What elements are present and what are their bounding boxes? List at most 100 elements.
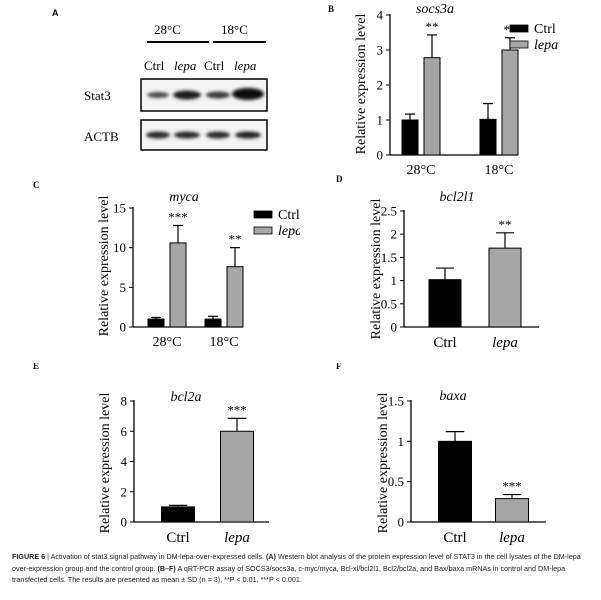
y-axis-label: Relative expression level: [354, 14, 369, 155]
y-tick-label: 0: [391, 320, 398, 335]
x-tick-label: 28°C: [407, 163, 436, 178]
lane-label-3: Ctrl: [204, 58, 225, 73]
lane-label-4: lepa: [234, 58, 257, 73]
chart-title: baxa: [439, 389, 466, 404]
y-tick-label: 0.5: [381, 296, 397, 311]
chart-title: bcl2a: [170, 390, 201, 405]
significance-label: ***: [168, 209, 188, 224]
x-tick-label: Ctrl: [433, 335, 456, 351]
row-label-stat3: Stat3: [84, 88, 111, 103]
y-tick-label: 1: [377, 113, 384, 128]
legend-swatch: [509, 40, 529, 49]
bar: [161, 506, 195, 523]
row-label-actb: ACTB: [84, 129, 119, 144]
x-tick-label: lepa: [492, 335, 518, 351]
bar: [204, 318, 222, 328]
lane-label-2: lepa: [174, 58, 197, 73]
x-tick-label: Ctrl: [443, 530, 466, 546]
temp-bar-28: [147, 41, 209, 43]
bar: [488, 247, 522, 328]
lane-label-1: Ctrl: [144, 58, 165, 73]
bar: [438, 440, 472, 523]
bar: [401, 119, 419, 156]
chart-title: myca: [169, 190, 199, 205]
y-tick-label: 0: [377, 148, 384, 163]
chart-title: socs3a: [416, 2, 454, 17]
bar: [169, 242, 187, 328]
legend-swatch: [253, 210, 273, 219]
caption-tag-bf: (B–F): [157, 563, 176, 573]
significance-label: **: [229, 232, 242, 247]
y-tick-label: 5: [120, 280, 127, 295]
x-tick-label: lepa: [224, 530, 250, 546]
bar: [226, 266, 244, 328]
y-tick-label: 0.5: [388, 474, 404, 489]
significance-label: **: [426, 19, 439, 34]
y-tick-label: 4: [121, 454, 128, 469]
legend-label: lepa: [278, 224, 300, 239]
y-tick-label: 3: [377, 43, 384, 58]
y-tick-label: 1: [398, 434, 405, 449]
caption-text-a: Western blot analysis of the protein exp…: [12, 552, 581, 573]
y-tick-label: 6: [121, 424, 128, 439]
panel-letter-e: E: [33, 363, 39, 371]
y-axis-label: Relative expression level: [98, 393, 113, 534]
significance-label: **: [499, 217, 512, 232]
caption-label: FIGURE 6: [12, 552, 46, 561]
panel-letter-b: B: [328, 4, 334, 14]
panel-letter-c: C: [33, 180, 40, 190]
chart-title: bcl2l1: [440, 190, 475, 205]
x-tick-label: 18°C: [210, 335, 239, 350]
figure-caption: FIGURE 6 | Activation of stat3 signal pa…: [12, 551, 592, 586]
bar: [479, 118, 497, 156]
temp-label-18: 18°C: [221, 22, 248, 37]
y-tick-label: 2: [391, 227, 398, 242]
y-tick-label: 8: [121, 394, 128, 409]
panel-letter-f: F: [336, 363, 342, 371]
y-axis-label: Relative expression level: [97, 196, 112, 337]
y-tick-label: 1: [391, 273, 398, 288]
bar: [495, 498, 529, 523]
caption-text-bf: A qRT-PCR assay of SOCS3/socs3a, c-myc/m…: [12, 563, 566, 585]
temp-label-28: 28°C: [154, 22, 181, 37]
legend-label: Ctrl: [534, 22, 556, 37]
bar: [220, 430, 254, 523]
bar: [423, 57, 441, 156]
x-tick-label: 28°C: [153, 335, 182, 350]
legend-swatch: [253, 226, 273, 235]
western-blot-image: [140, 78, 268, 151]
y-tick-label: 0: [120, 320, 127, 335]
y-tick-label: 0: [398, 515, 405, 530]
legend-label: Ctrl: [278, 208, 300, 223]
legend-swatch: [509, 24, 529, 33]
x-tick-label: lepa: [499, 530, 525, 546]
y-tick-label: 2.5: [381, 204, 397, 219]
panel-letter-a: A: [52, 8, 59, 18]
y-tick-label: 1.5: [388, 394, 404, 409]
legend-label: lepa: [534, 38, 558, 53]
y-tick-label: 2: [377, 78, 384, 93]
bar: [501, 49, 519, 156]
significance-label: ***: [227, 402, 247, 417]
caption-tag-a: (A): [265, 552, 276, 561]
y-tick-label: 1.5: [381, 250, 397, 265]
y-axis-label: Relative expression level: [376, 393, 391, 534]
caption-sep: |: [45, 552, 51, 561]
temp-bar-18: [213, 41, 266, 43]
y-tick-label: 2: [121, 484, 128, 499]
y-tick-label: 15: [113, 201, 126, 216]
x-tick-label: Ctrl: [166, 530, 189, 546]
bar: [428, 279, 462, 328]
x-tick-label: 18°C: [485, 163, 514, 178]
significance-label: ***: [502, 479, 522, 494]
panel-letter-d: D: [336, 174, 343, 184]
caption-intro: Activation of stat3 signal pathway in DM…: [50, 552, 264, 561]
y-tick-label: 0: [121, 515, 128, 530]
y-tick-label: 4: [377, 8, 384, 23]
y-axis-label: Relative expression level: [369, 199, 384, 340]
